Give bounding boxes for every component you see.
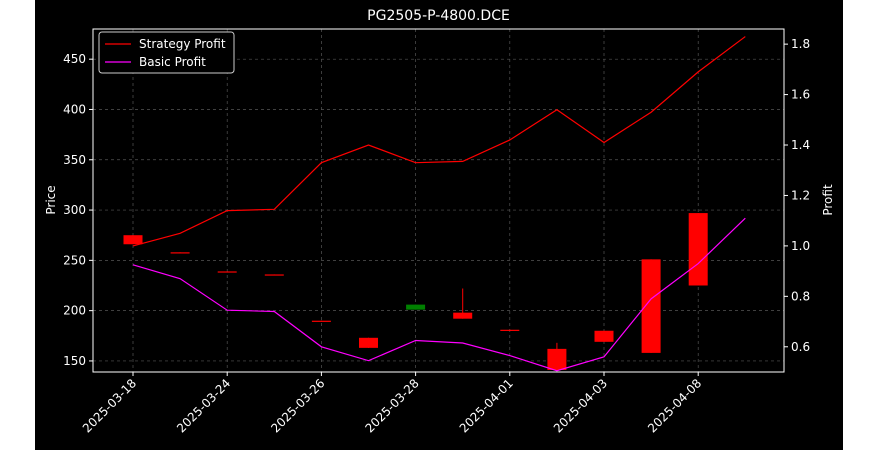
candle-body — [123, 235, 143, 245]
legend: Strategy Profit Basic Profit — [98, 31, 235, 74]
y-tick-label-right: 1.2 — [791, 188, 810, 202]
candle-body — [453, 312, 473, 319]
y-tick-label-left: 300 — [63, 203, 86, 217]
candle-body — [500, 329, 520, 331]
y-tick-label-right: 0.8 — [791, 289, 810, 303]
y-tick-label-left: 450 — [63, 52, 86, 66]
y-tick-label-right: 1.8 — [791, 37, 810, 51]
legend-label-basic: Basic Profit — [139, 55, 206, 69]
y-tick-label-right: 1.6 — [791, 88, 810, 102]
y-tick-label-left: 200 — [63, 304, 86, 318]
chart-canvas — [35, 0, 843, 450]
y-tick-label-left: 350 — [63, 153, 86, 167]
profit-lines — [132, 36, 746, 372]
candle-body — [264, 274, 284, 276]
strategy-profit-line — [132, 36, 746, 247]
y-tick-label-right: 1.0 — [791, 239, 810, 253]
candle-body — [594, 330, 614, 342]
y-tick-label-left: 150 — [63, 354, 86, 368]
candle-body — [547, 348, 567, 370]
y-axis-label-right: Profit — [821, 184, 835, 216]
candle-body — [359, 337, 378, 348]
candle-body — [688, 213, 708, 286]
candle-body — [641, 259, 661, 353]
y-tick-label-left: 250 — [63, 253, 86, 267]
y-axis-label-left: Price — [44, 185, 58, 214]
plot-frame — [92, 28, 785, 373]
y-tick-label-right: 0.6 — [791, 340, 810, 354]
candle-body — [311, 320, 331, 322]
basic-profit-line — [132, 217, 746, 372]
candle-body — [217, 271, 237, 273]
y-tick-label-left: 400 — [63, 102, 86, 116]
legend-box — [98, 31, 235, 74]
candle-body — [406, 304, 426, 310]
chart-title: PG2505-P-4800.DCE — [367, 8, 510, 24]
candle-body — [170, 252, 190, 254]
y-tick-label-right: 1.4 — [791, 138, 810, 152]
legend-label-strategy: Strategy Profit — [139, 37, 226, 51]
